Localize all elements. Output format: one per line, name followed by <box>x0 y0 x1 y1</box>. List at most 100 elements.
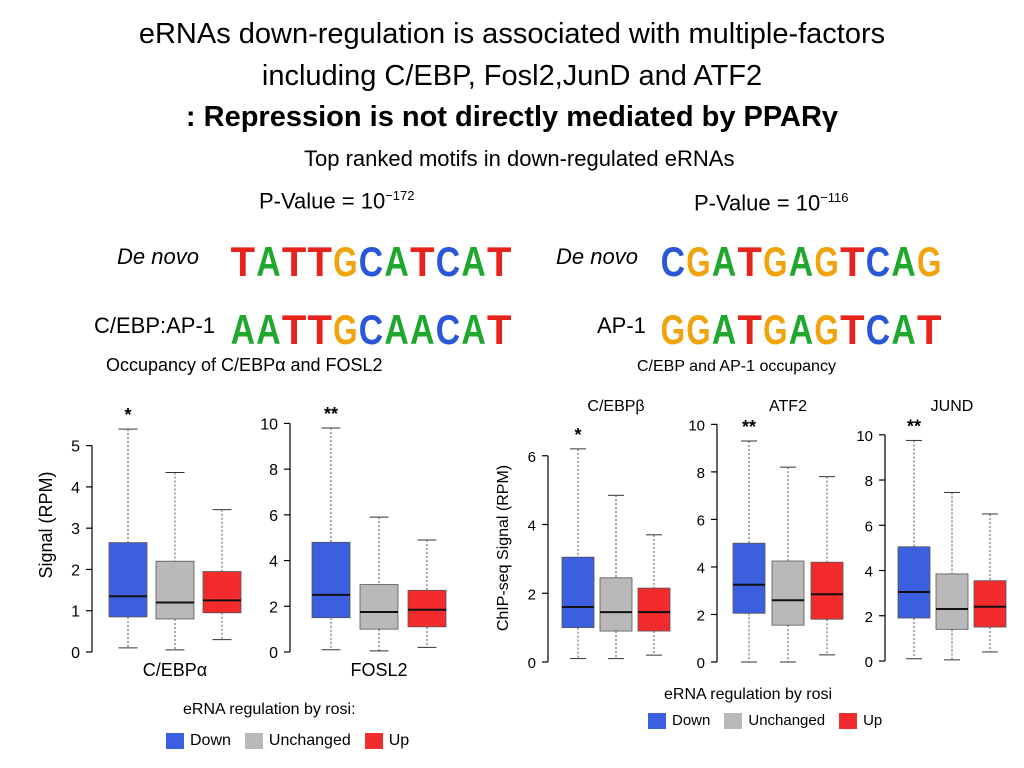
significance-marker: ** <box>742 417 756 437</box>
motif-letter: T <box>282 238 307 278</box>
left-known-label: C/EBP:AP-1 <box>94 313 216 338</box>
y-tick-label: 5 <box>71 439 80 456</box>
x-axis-label: FOSL2 <box>350 660 407 680</box>
chart-title: JUND <box>931 398 974 415</box>
legend-label-unchanged: Unchanged <box>748 712 826 729</box>
y-tick-label: 6 <box>269 508 278 525</box>
motif-letter: A <box>789 306 813 346</box>
boxplot-1: 0 2 4 6 8 10 ** FOSL2 <box>260 404 447 680</box>
right-denovo-label: De novo <box>556 244 638 269</box>
box-up <box>810 561 844 620</box>
y-tick-label: 2 <box>71 562 80 579</box>
y-tick-label: 10 <box>260 416 278 433</box>
right-legend: Down Unchanged Up <box>648 712 882 729</box>
y-tick-label: 6 <box>865 518 873 535</box>
y-tick-label: 0 <box>528 655 536 672</box>
motif-heading: Top ranked motifs in down-regulated eRNA… <box>304 146 735 171</box>
box-down <box>311 541 351 619</box>
box-down <box>561 556 595 629</box>
legend-label-down: Down <box>672 712 711 729</box>
y-tick-label: 2 <box>697 607 705 624</box>
motif-letter: C <box>661 238 685 278</box>
motif-letter: G <box>333 238 357 278</box>
chart-title: ATF2 <box>769 398 807 415</box>
y-tick-label: 8 <box>697 465 705 482</box>
y-tick-label: 10 <box>688 417 705 434</box>
motif-letter: T <box>917 306 942 346</box>
y-tick-label: 6 <box>528 449 536 466</box>
significance-marker: * <box>574 425 581 445</box>
y-tick-label: 4 <box>697 560 705 577</box>
y-tick-label: 0 <box>697 655 705 672</box>
box-up <box>202 571 242 614</box>
motif-letter: A <box>256 306 280 346</box>
legend-label-up: Up <box>388 732 410 749</box>
right-ylabel: ChIP-seq Signal (RPM) <box>495 465 512 631</box>
right-legend-title: eRNA regulation by rosi <box>664 686 833 703</box>
motif-letter: A <box>384 306 408 346</box>
y-tick-label: 3 <box>71 521 80 538</box>
legend-label-up: Up <box>863 712 883 729</box>
motif-letter: A <box>891 238 915 278</box>
motif-letter: C <box>359 306 383 346</box>
legend-label-down: Down <box>190 732 231 749</box>
y-tick-label: 2 <box>528 586 536 603</box>
left-panel-subtitle: Occupancy of C/EBPα and FOSL2 <box>106 355 383 376</box>
motif-letter: G <box>686 306 710 346</box>
left-legend-title: eRNA regulation by rosi: <box>183 701 356 718</box>
legend-swatch-up <box>364 733 383 749</box>
box-unchanged <box>155 560 195 620</box>
right-known-label: AP-1 <box>597 313 646 338</box>
box-down <box>897 546 931 619</box>
motif-letter: G <box>814 306 838 346</box>
motif-letter: C <box>866 306 890 346</box>
y-tick-label: 0 <box>71 645 80 662</box>
y-tick-label: 10 <box>856 428 873 445</box>
y-tick-label: 2 <box>865 609 873 626</box>
motif-letter: A <box>712 306 736 346</box>
motif-letter: T <box>231 238 256 278</box>
legend-swatch-down <box>648 712 666 729</box>
significance-marker: ** <box>907 416 921 436</box>
motif-letter: G <box>763 238 787 278</box>
y-tick-label: 0 <box>269 645 278 662</box>
right-pvalue-prefix: P-Value = 10 <box>694 190 821 216</box>
motif-letter: G <box>917 238 941 278</box>
motif-letter: G <box>333 306 357 346</box>
motif-letter: C <box>436 238 460 278</box>
title-line-1: eRNAs down-regulation is associated with… <box>138 18 886 50</box>
left-pvalue-prefix: P-Value = 10 <box>259 188 386 214</box>
box-unchanged <box>771 560 805 626</box>
left-pvalue-exponent: −172 <box>385 188 415 203</box>
motif-letter: T <box>282 306 307 346</box>
left-ylabel: Signal (RPM) <box>36 471 56 578</box>
x-axis-label: C/EBPα <box>143 660 207 680</box>
right-panel-subtitle: C/EBP and AP-1 occupancy <box>637 358 836 375</box>
box-down <box>108 542 148 618</box>
significance-marker: * <box>124 405 131 425</box>
y-tick-label: 8 <box>269 462 278 479</box>
box-down <box>732 542 766 614</box>
box-unchanged <box>359 584 399 630</box>
motif-letter: A <box>256 238 280 278</box>
y-tick-label: 6 <box>697 512 705 529</box>
motif-letter: C <box>359 238 383 278</box>
motif-letter: A <box>231 306 255 346</box>
left-pvalue: P-Value = 10−172 <box>259 188 414 214</box>
box-up <box>973 580 1007 628</box>
motif-letter: G <box>763 306 787 346</box>
boxplot-0: 0 1 2 3 4 5 * C/EBPα <box>71 405 242 680</box>
motif-letter: G <box>814 238 838 278</box>
y-tick-label: 4 <box>71 480 80 497</box>
y-tick-label: 0 <box>865 654 873 671</box>
left-panel-subtitle-suffix: and FOSL2 <box>285 355 383 375</box>
left-panel-subtitle-prefix: Occupancy of C/EBP <box>106 355 276 375</box>
title-line-2: including C/EBP, Fosl2,JunD and ATF2 <box>261 60 763 92</box>
motif-letter: T <box>487 306 512 346</box>
legend-swatch-up <box>839 712 858 729</box>
y-tick-label: 2 <box>269 599 278 616</box>
motif-letter: G <box>661 306 685 346</box>
motif-letter: A <box>891 306 915 346</box>
